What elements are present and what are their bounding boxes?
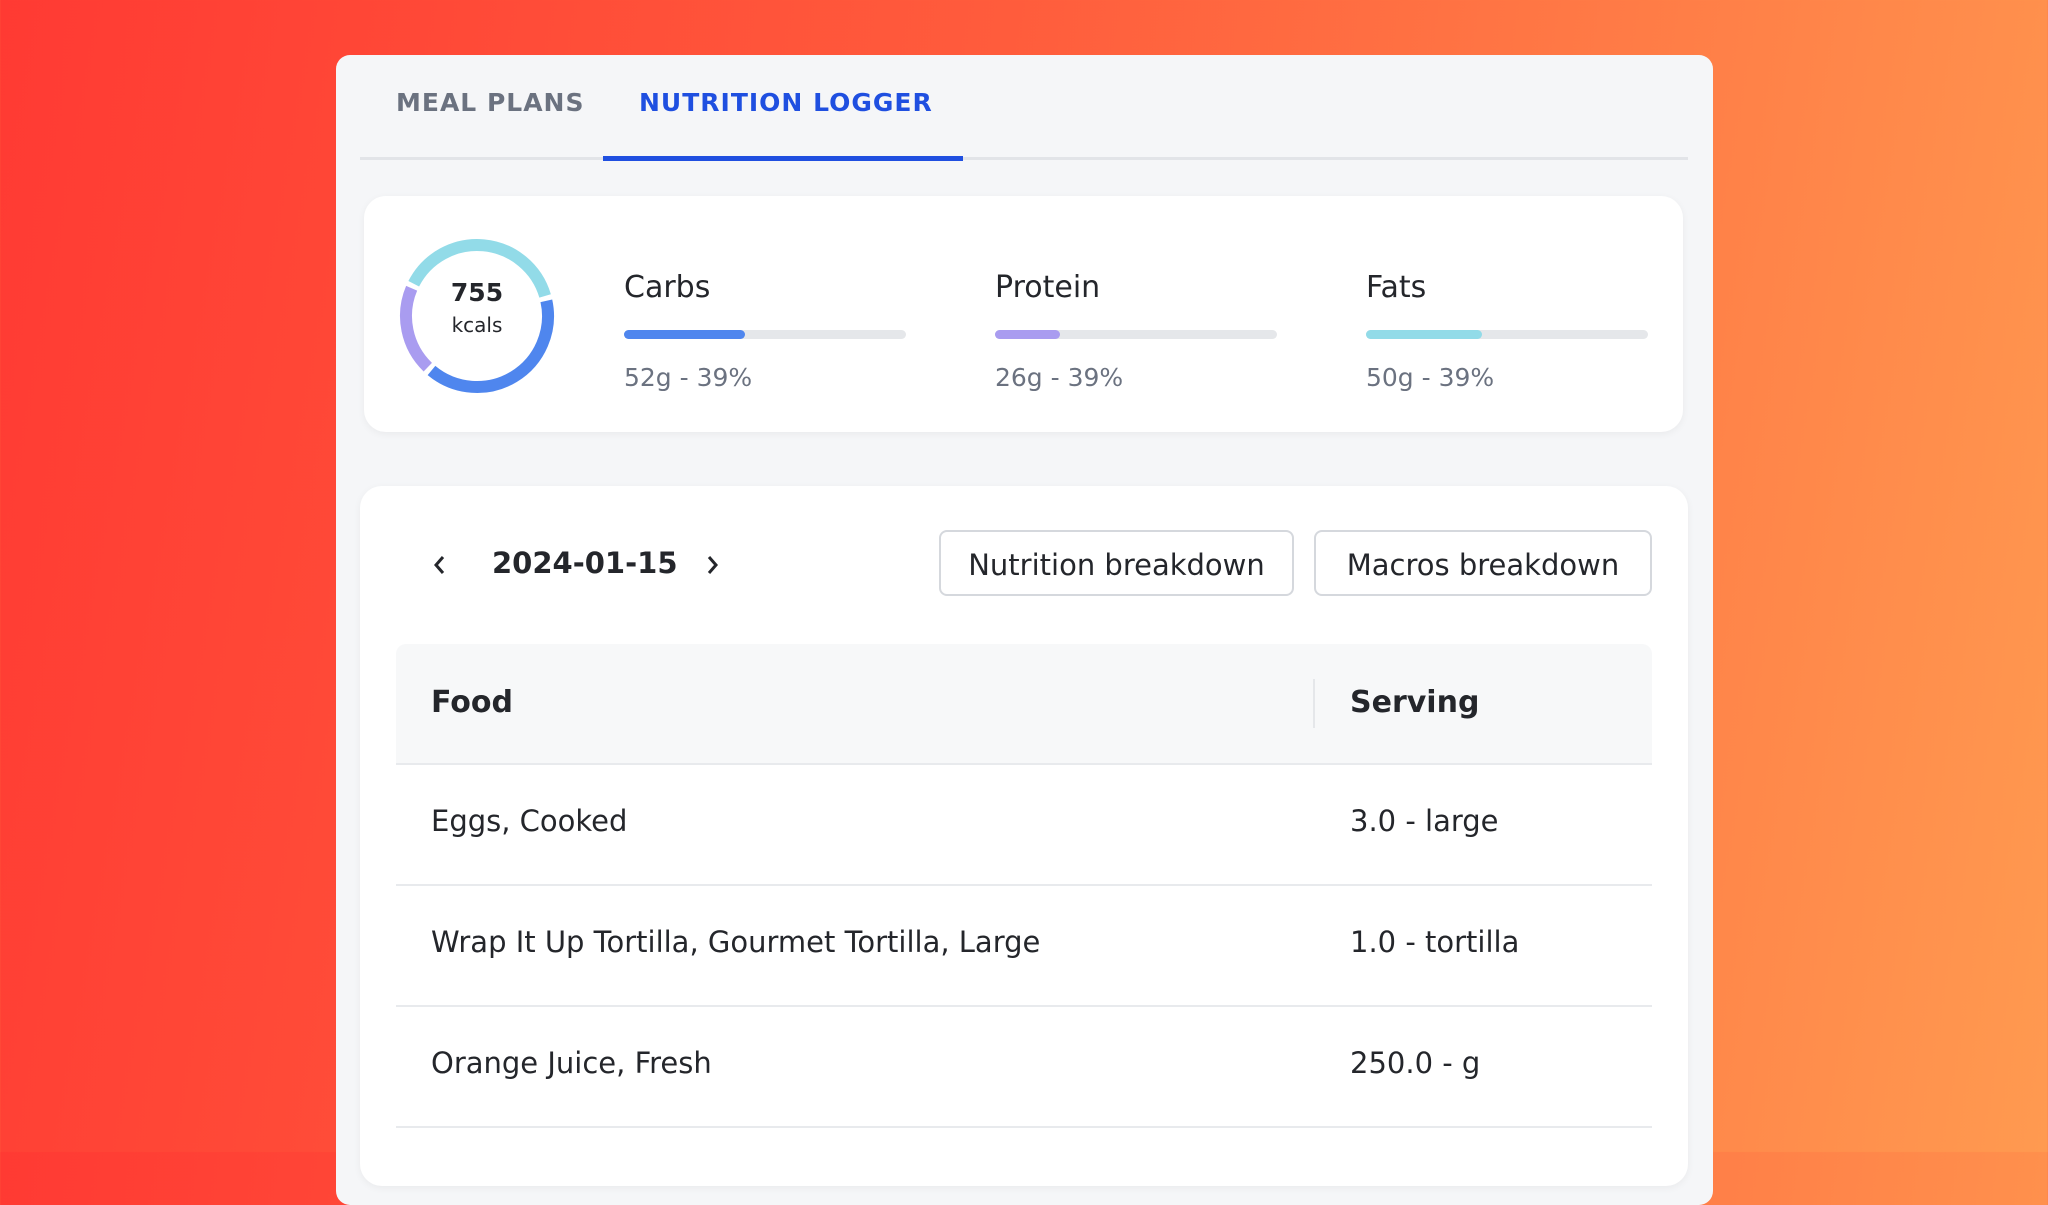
table-cell: 1.0 - tortilla (1350, 925, 1520, 959)
row-divider (396, 763, 1652, 765)
table-cell: Wrap It Up Tortilla, Gourmet Tortilla, L… (431, 925, 1041, 959)
progress-track (995, 330, 1277, 339)
progress-track (1366, 330, 1648, 339)
page: MEAL PLANS NUTRITION LOGGER 755 kcals 20… (0, 0, 2048, 1152)
header-cell: Food (431, 685, 513, 720)
table-cell: Orange Juice, Fresh (431, 1046, 712, 1080)
button[interactable]: Macros breakdown (1314, 530, 1652, 596)
row-divider (396, 884, 1652, 886)
tab-active[interactable]: NUTRITION LOGGER (639, 88, 933, 117)
table-cell: 3.0 - large (1350, 804, 1499, 838)
next-day[interactable] (702, 552, 722, 578)
progress-fill (624, 330, 746, 339)
macro-label: 52g - 39% (624, 363, 753, 392)
macro-name: Protein (995, 270, 1101, 305)
date: 2024-01-15 (492, 546, 678, 580)
calorie-ring: 755 kcals (400, 239, 554, 393)
table-header (396, 644, 1652, 763)
progress-track (624, 330, 906, 339)
col-divider (1313, 679, 1315, 728)
log-card (360, 486, 1688, 1186)
row-divider (396, 1005, 1652, 1007)
row-divider (396, 1126, 1652, 1128)
tab-underline (603, 156, 963, 161)
ring-segment (400, 285, 433, 372)
progress-fill (1366, 330, 1482, 339)
macro-name: Carbs (624, 270, 711, 305)
kcal-value: 755 (451, 278, 503, 307)
header-cell: Serving (1350, 685, 1480, 720)
button[interactable]: Nutrition breakdown (939, 530, 1294, 596)
tab[interactable]: MEAL PLANS (396, 88, 585, 117)
table-cell: 250.0 - g (1350, 1046, 1481, 1080)
ring-segment (427, 299, 554, 393)
macro-name: Fats (1366, 270, 1427, 305)
ring-segment (408, 239, 551, 298)
macro-label: 26g - 39% (995, 363, 1124, 392)
tab-rule (360, 157, 1688, 160)
table-cell: Eggs, Cooked (431, 804, 628, 838)
kcal-unit: kcals (452, 313, 503, 337)
macro-label: 50g - 39% (1366, 363, 1495, 392)
summary-card (364, 196, 1683, 432)
progress-fill (995, 330, 1060, 339)
prev-day[interactable] (430, 552, 450, 578)
